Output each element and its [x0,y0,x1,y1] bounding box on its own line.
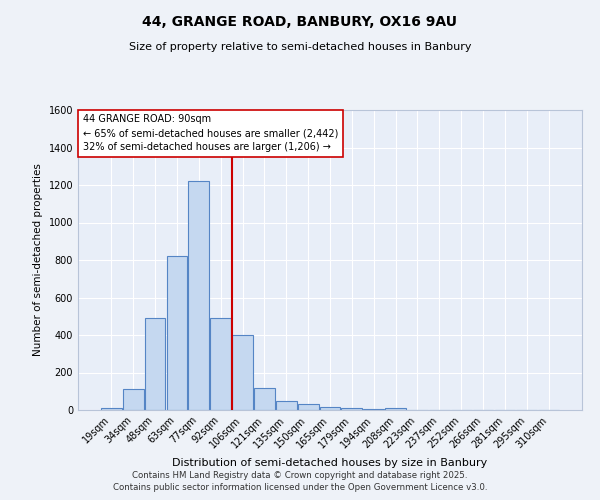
Bar [145,318,166,410]
Bar [276,401,296,410]
Bar [188,181,209,410]
Bar [385,408,406,410]
Text: Contains HM Land Registry data © Crown copyright and database right 2025.: Contains HM Land Registry data © Crown c… [132,471,468,480]
Text: Contains public sector information licensed under the Open Government Licence v3: Contains public sector information licen… [113,484,487,492]
Bar [364,408,384,410]
Bar [254,388,275,410]
Bar [298,404,319,410]
Text: 44 GRANGE ROAD: 90sqm
← 65% of semi-detached houses are smaller (2,442)
32% of s: 44 GRANGE ROAD: 90sqm ← 65% of semi-deta… [83,114,338,152]
Y-axis label: Number of semi-detached properties: Number of semi-detached properties [33,164,43,356]
Bar [101,408,122,410]
X-axis label: Distribution of semi-detached houses by size in Banbury: Distribution of semi-detached houses by … [172,458,488,468]
Bar [167,256,187,410]
Bar [232,335,253,410]
Text: Size of property relative to semi-detached houses in Banbury: Size of property relative to semi-detach… [129,42,471,52]
Bar [320,406,340,410]
Bar [341,408,362,410]
Text: 44, GRANGE ROAD, BANBURY, OX16 9AU: 44, GRANGE ROAD, BANBURY, OX16 9AU [143,15,458,29]
Bar [210,318,231,410]
Bar [123,390,143,410]
